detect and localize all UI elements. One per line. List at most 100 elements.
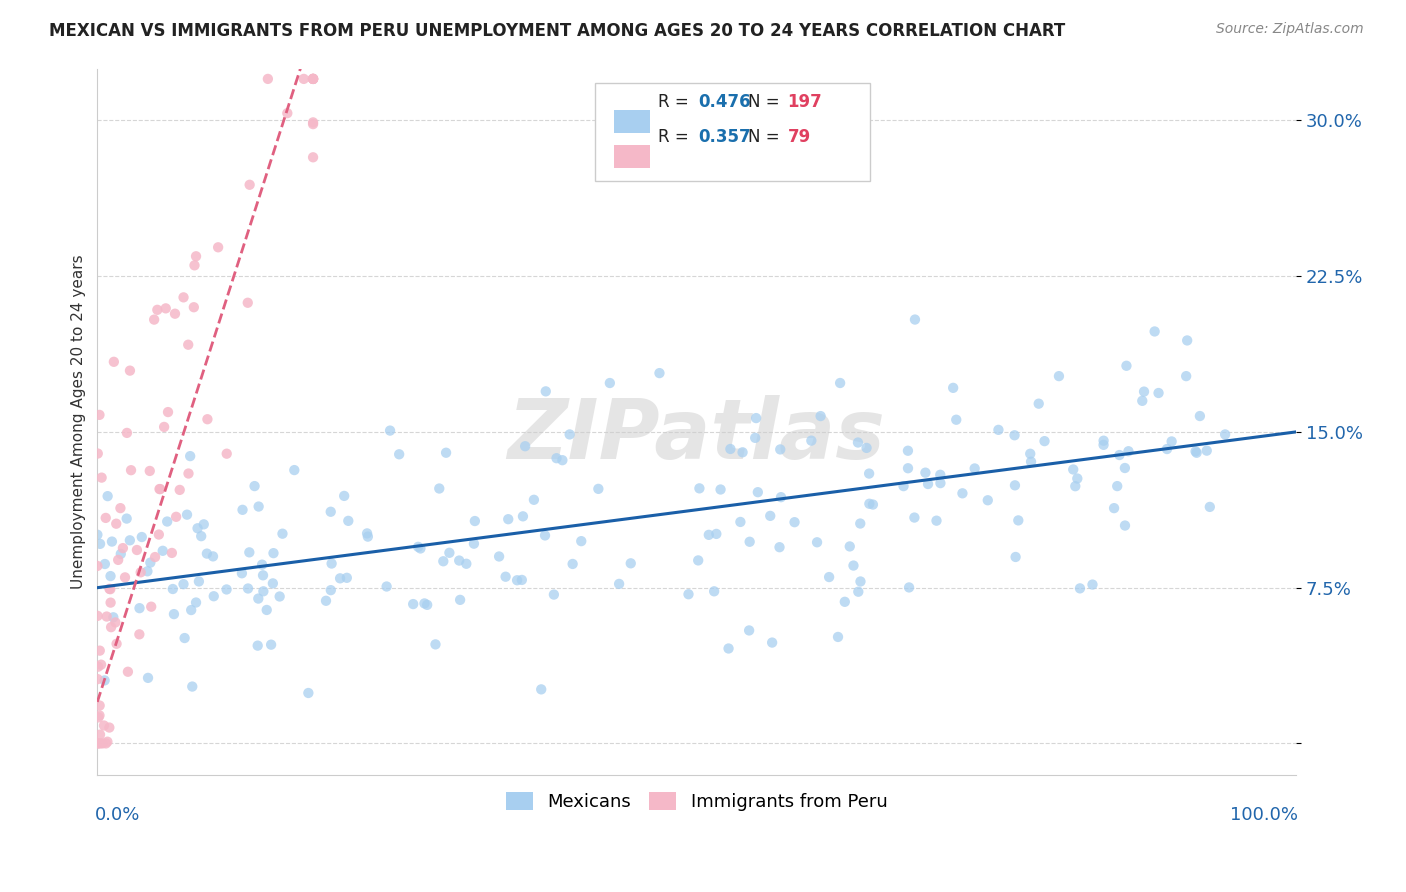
Point	[409, 541, 432, 556]
Point	[897, 443, 920, 458]
Point	[830, 376, 852, 390]
Point	[534, 528, 557, 542]
Point	[98, 582, 121, 597]
Point	[86, 672, 108, 686]
Point	[534, 384, 557, 399]
Point	[1175, 369, 1198, 384]
Point	[146, 302, 169, 317]
Point	[153, 420, 176, 434]
Point	[783, 515, 806, 529]
Point	[942, 381, 965, 395]
Point	[269, 590, 291, 604]
Point	[143, 549, 166, 564]
Point	[929, 467, 952, 482]
Point	[177, 467, 200, 481]
Point	[1156, 442, 1178, 456]
Point	[1004, 549, 1026, 564]
Point	[321, 557, 343, 571]
Point	[1092, 434, 1115, 448]
Point	[94, 736, 117, 750]
Point	[252, 584, 274, 599]
Point	[115, 425, 138, 440]
Point	[917, 477, 939, 491]
Point	[271, 526, 294, 541]
Point	[187, 521, 209, 535]
Point	[1195, 443, 1218, 458]
Point	[143, 312, 166, 326]
Point	[730, 515, 752, 529]
Point	[302, 71, 325, 86]
Point	[87, 659, 110, 673]
Point	[523, 492, 546, 507]
Point	[86, 558, 108, 573]
Point	[202, 549, 225, 564]
Point	[156, 515, 179, 529]
Point	[86, 527, 108, 541]
Point	[904, 312, 927, 326]
Point	[1160, 434, 1182, 449]
Point	[402, 597, 425, 611]
Point	[215, 582, 238, 597]
Point	[263, 546, 285, 560]
Point	[1188, 409, 1211, 423]
Point	[648, 366, 671, 380]
Point	[184, 249, 207, 263]
Point	[86, 608, 108, 623]
Point	[744, 431, 766, 445]
Point	[114, 570, 136, 584]
Point	[169, 483, 191, 497]
Point	[333, 489, 356, 503]
Point	[105, 637, 128, 651]
Point	[131, 530, 153, 544]
Point	[315, 594, 337, 608]
Point	[929, 476, 952, 491]
Point	[197, 412, 219, 426]
Text: N =: N =	[748, 128, 785, 146]
Point	[1004, 478, 1026, 492]
Point	[903, 510, 925, 524]
Point	[406, 540, 429, 554]
Point	[1062, 462, 1084, 476]
Point	[86, 736, 108, 750]
Point	[100, 620, 122, 634]
Point	[173, 631, 195, 645]
Point	[388, 447, 411, 461]
Point	[738, 534, 761, 549]
Point	[769, 442, 792, 457]
Point	[117, 665, 139, 679]
Point	[432, 554, 454, 568]
Point	[697, 528, 720, 542]
Point	[495, 570, 517, 584]
Point	[898, 581, 921, 595]
Point	[413, 596, 436, 610]
FancyBboxPatch shape	[614, 145, 650, 168]
Point	[561, 557, 583, 571]
Point	[1198, 500, 1220, 514]
Point	[94, 511, 117, 525]
Point	[738, 624, 761, 638]
Point	[110, 547, 132, 561]
Point	[276, 106, 298, 120]
Point	[129, 566, 152, 580]
Point	[745, 411, 768, 425]
Point	[375, 580, 398, 594]
Text: 0.476: 0.476	[697, 93, 751, 111]
Point	[464, 514, 486, 528]
Point	[512, 509, 534, 524]
Point	[87, 736, 110, 750]
Point	[98, 721, 121, 735]
Text: 0.357: 0.357	[697, 128, 751, 146]
Point	[94, 557, 117, 571]
Point	[838, 540, 860, 554]
Point	[945, 413, 967, 427]
Point	[302, 71, 325, 86]
Point	[239, 178, 262, 192]
Point	[463, 536, 485, 550]
Point	[215, 447, 238, 461]
Point	[155, 301, 177, 316]
Point	[90, 470, 112, 484]
Point	[302, 71, 325, 86]
Point	[91, 736, 114, 750]
Point	[115, 511, 138, 525]
Point	[769, 490, 792, 504]
